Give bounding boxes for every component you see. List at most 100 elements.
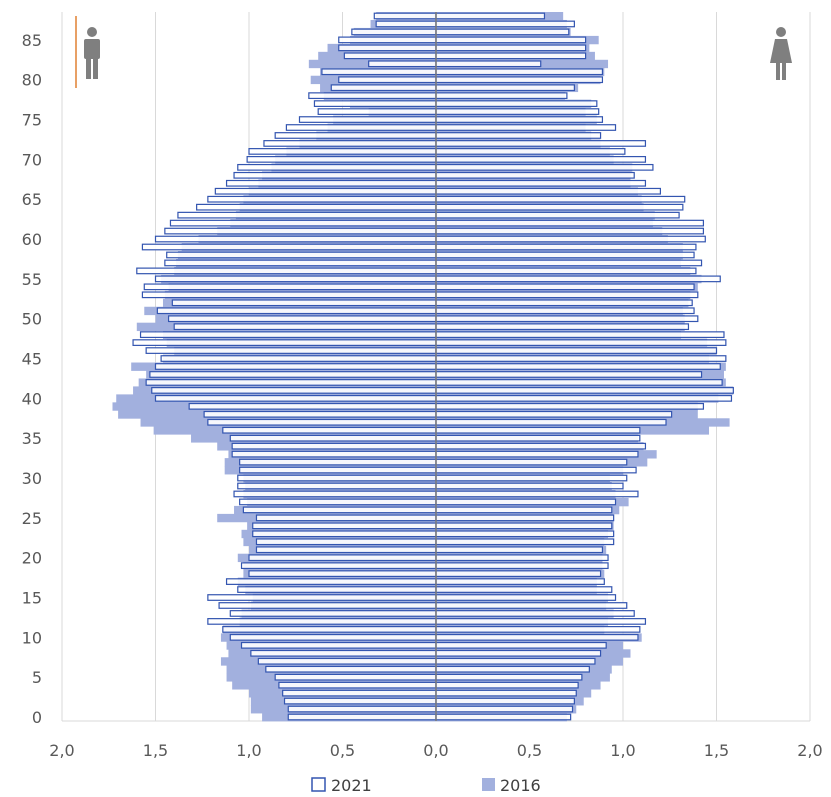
bar-2021-male-age-72 (263, 140, 437, 147)
bar-2021-male-age-42 (145, 379, 437, 386)
bar-2021-female-age-47 (435, 339, 727, 346)
bar-2021-female-age-87 (435, 20, 575, 28)
x-tick-label: 0,5 (330, 741, 355, 760)
bar-2021-male-age-88 (373, 12, 437, 20)
bar-2021-female-age-23 (435, 530, 615, 538)
bar-2021-male-age-3 (282, 689, 437, 697)
bar-2021-male-age-43 (149, 371, 437, 378)
bar-2021-male-age-68 (233, 171, 437, 179)
bar-2021-female-age-9 (435, 641, 607, 649)
bar-2021-female-age-54 (435, 283, 695, 291)
bar-2021-male-age-80 (338, 76, 437, 84)
bar-2021-female-age-36 (435, 426, 641, 434)
bar-2021-male-age-33 (231, 450, 437, 458)
bar-2021-male-age-52 (171, 299, 437, 307)
bar-2021-female-age-82 (435, 60, 542, 68)
bar-2021-male-age-15 (207, 594, 437, 601)
bar-2021-female-age-37 (435, 418, 667, 426)
bar-2021-male-age-56 (136, 267, 437, 275)
y-tick-label: 25 (22, 509, 42, 528)
legend-label-2016: 2016 (500, 776, 541, 795)
bar-2021-female-age-77 (435, 100, 598, 107)
bar-2021-male-age-79 (330, 84, 437, 92)
bar-2021-female-age-68 (435, 171, 635, 179)
bar-2021-female-age-60 (435, 235, 706, 243)
y-tick-labels: 0 5 10 15 20 25 30 35 40 45 50 55 60 65 70 75 80 85 (22, 31, 42, 727)
bar-2021-female-age-17 (435, 578, 605, 585)
bar-2021-male-age-25 (255, 514, 437, 522)
bar-2021-female-age-4 (435, 681, 579, 689)
bar-2021-female-age-25 (435, 514, 615, 522)
bar-2021-male-age-65 (207, 195, 437, 203)
bar-2021-male-age-20 (248, 554, 437, 562)
bar-2021-male-age-21 (255, 546, 437, 554)
bar-2021-male-age-4 (278, 681, 437, 689)
bar-2021-male-age-63 (177, 211, 437, 219)
y-tick-label: 0 (32, 708, 42, 727)
bar-2021-female-age-22 (435, 538, 615, 546)
bar-2021-female-age-39 (435, 402, 705, 410)
y-tick-label: 60 (22, 230, 42, 249)
bar-2021-female-age-38 (435, 410, 673, 418)
bar-2021-male-age-59 (141, 243, 437, 251)
bar-2021-male-age-78 (308, 92, 437, 100)
bar-2021-male-age-13 (229, 610, 437, 617)
bar-2021-female-age-1 (435, 705, 574, 713)
male-icon-accent-line (75, 16, 77, 88)
bar-2021-female-age-15 (435, 594, 617, 601)
bar-2021-male-age-45 (160, 355, 437, 362)
bar-2021-female-age-88 (435, 12, 546, 20)
bar-2021-male-age-48 (139, 331, 437, 339)
x-tick-label: 0,5 (517, 741, 542, 760)
bar-2021-female-age-34 (435, 442, 647, 450)
bar-2021-male-age-67 (225, 179, 437, 187)
bar-2021-male-age-57 (164, 259, 437, 267)
x-tick-label: 0,0 (423, 741, 448, 760)
bar-2021-female-age-31 (435, 466, 637, 474)
x-tick-label: 1,0 (236, 741, 261, 760)
bar-2021-female-age-57 (435, 259, 703, 267)
y-tick-label: 65 (22, 190, 42, 209)
legend: 2021 2016 (311, 776, 541, 795)
bar-2021-female-age-56 (435, 267, 697, 275)
bar-2021-female-age-45 (435, 355, 727, 362)
bar-2021-male-age-77 (313, 100, 437, 107)
bar-2021-male-age-11 (222, 626, 437, 633)
bar-2021-male-age-54 (143, 283, 437, 291)
bar-2021-male-age-27 (239, 498, 437, 506)
y-tick-label: 45 (22, 350, 42, 369)
bar-2021-female-age-86 (435, 28, 570, 36)
bar-2021-female-age-32 (435, 458, 628, 466)
bar-2021-female-age-53 (435, 291, 699, 299)
bar-2021-female-age-35 (435, 434, 641, 442)
bar-2021-female-age-49 (435, 323, 690, 331)
bar-2021-female-age-85 (435, 36, 587, 44)
bar-2021-male-age-22 (255, 538, 437, 546)
bar-2021-female-age-81 (435, 68, 604, 76)
bar-2021-male-age-0 (287, 713, 437, 721)
bar-2021-female-age-2 (435, 697, 575, 705)
bar-2021-male-age-9 (240, 641, 437, 649)
bar-2021-male-age-26 (242, 506, 437, 514)
y-tick-label: 35 (22, 429, 42, 448)
series-2021-bars (132, 12, 734, 721)
bar-2021-female-age-63 (435, 211, 680, 219)
bar-2021-male-age-23 (252, 530, 437, 538)
y-tick-label: 5 (32, 668, 42, 687)
x-tick-label: 1,0 (610, 741, 635, 760)
bar-2021-male-age-66 (214, 187, 437, 195)
y-tick-label: 75 (22, 111, 42, 130)
bar-2021-male-age-53 (141, 291, 437, 299)
bar-2021-female-age-13 (435, 610, 635, 617)
bar-2021-male-age-71 (248, 148, 437, 155)
bar-2021-male-age-69 (237, 163, 437, 171)
bar-2021-male-age-35 (229, 434, 437, 442)
bar-2021-female-age-72 (435, 140, 647, 147)
bar-2021-female-age-79 (435, 84, 575, 92)
bar-2021-male-age-41 (151, 387, 437, 394)
bar-2021-female-age-7 (435, 657, 596, 665)
bar-2021-male-age-86 (351, 28, 437, 36)
x-tick-labels: 2,0 1,5 1,0 0,5 0,0 0,5 1,0 1,5 2,0 (49, 741, 822, 760)
bar-2021-male-age-40 (154, 394, 437, 402)
bar-2021-female-age-40 (435, 394, 733, 402)
